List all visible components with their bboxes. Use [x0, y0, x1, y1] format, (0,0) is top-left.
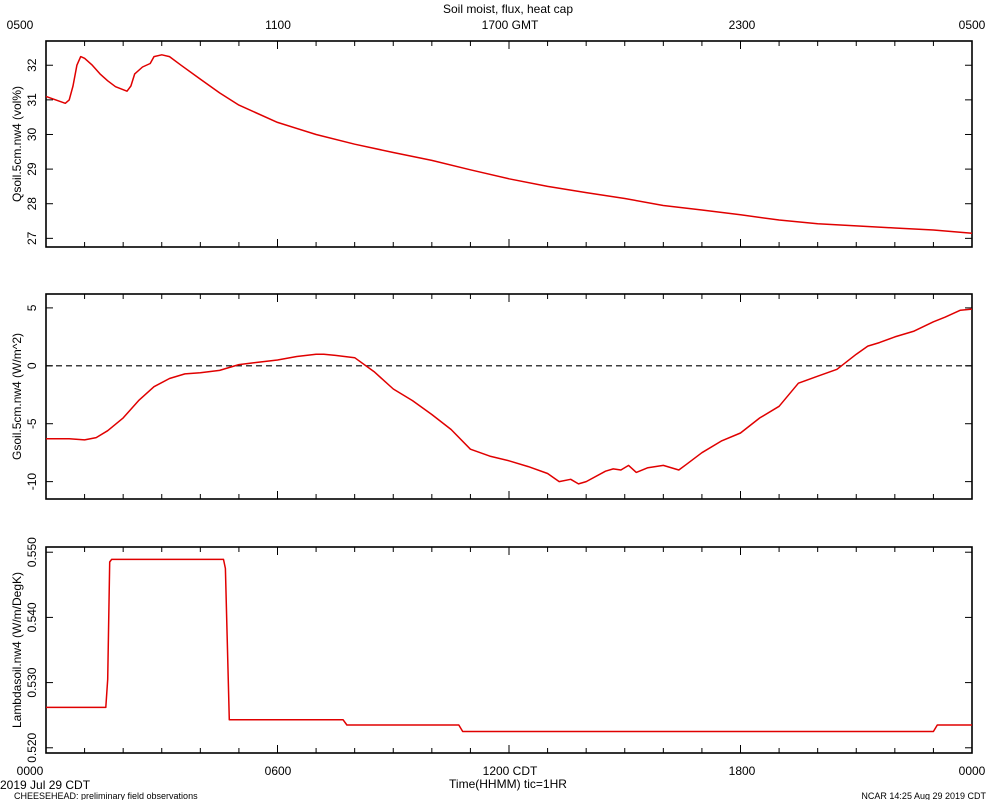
bottom-tick-label: 1200 CDT	[483, 764, 538, 778]
bottom-tick-label: 0000	[17, 764, 44, 778]
y-tick-label: 5	[25, 304, 39, 311]
bottom-tick-label: 1800	[729, 764, 756, 778]
x-axis-label: Time(HHMM) tic=1HR	[449, 777, 567, 791]
date-label: 2019 Jul 29 CDT	[0, 778, 91, 792]
y-tick-label: -5	[25, 418, 39, 429]
project-label: CHEESEHEAD: preliminary field observatio…	[14, 791, 198, 800]
y-tick-label: -10	[25, 473, 39, 491]
y-tick-label: 29	[25, 162, 39, 176]
y-axis-label: Gsoil.5cm.nw4 (W/m^2)	[10, 333, 24, 460]
y-tick-label: 27	[25, 231, 39, 245]
plot-frame	[45, 546, 973, 754]
y-tick-label: 0.530	[25, 667, 39, 697]
series-line	[46, 308, 973, 485]
top-tick-label: 2300	[729, 18, 756, 32]
top-tick-label: 1100	[265, 18, 291, 32]
series-line	[46, 558, 972, 733]
top-tick-label: 0500	[959, 18, 986, 32]
series-line	[45, 54, 973, 234]
credit-label: NCAR 14:25 Aug 29 2019 CDT	[861, 791, 986, 800]
top-tick-label: 0500	[7, 18, 34, 32]
y-tick-label: 0.520	[25, 732, 39, 762]
y-axis-label: Lambdasoil.nw4 (W/m/DegK)	[10, 572, 24, 728]
y-tick-label: 0	[25, 362, 39, 369]
y-tick-label: 0.540	[25, 602, 39, 632]
y-tick-label: 30	[25, 127, 39, 141]
y-tick-label: 0.550	[25, 537, 39, 567]
y-tick-label: 28	[25, 197, 39, 211]
bottom-tick-label: 0000	[959, 764, 986, 778]
top-tick-label: 1700 GMT	[482, 18, 539, 32]
y-tick-label: 31	[25, 93, 39, 107]
bottom-tick-label: 0600	[265, 764, 292, 778]
plot-frame	[45, 40, 973, 248]
y-axis-label: Qsoil.5cm.nw4 (vol%)	[10, 86, 24, 202]
y-tick-label: 32	[25, 58, 39, 72]
chart-title: Soil moist, flux, heat cap	[443, 2, 573, 16]
plot-frame	[45, 293, 973, 500]
